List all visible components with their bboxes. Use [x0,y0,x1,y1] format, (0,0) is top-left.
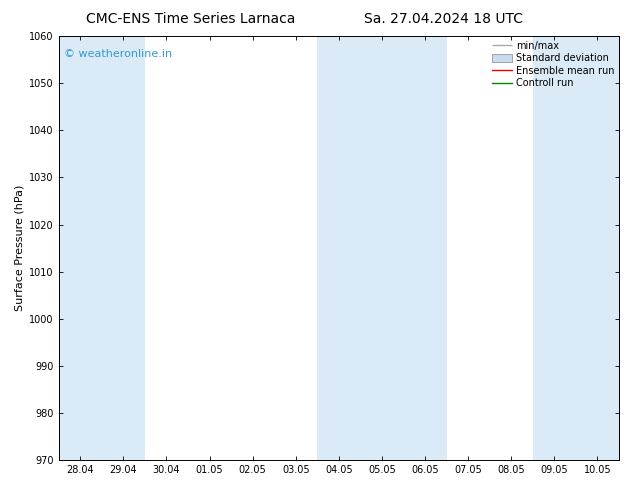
Text: Sa. 27.04.2024 18 UTC: Sa. 27.04.2024 18 UTC [365,12,523,26]
Bar [59,36,145,460]
Y-axis label: Surface Pressure (hPa): Surface Pressure (hPa) [15,185,25,311]
Text: © weatheronline.in: © weatheronline.in [64,49,172,59]
Text: CMC-ENS Time Series Larnaca: CMC-ENS Time Series Larnaca [86,12,295,26]
Legend: min/max, Standard deviation, Ensemble mean run, Controll run: min/max, Standard deviation, Ensemble me… [490,39,616,90]
Bar [533,36,619,460]
Bar [317,36,446,460]
